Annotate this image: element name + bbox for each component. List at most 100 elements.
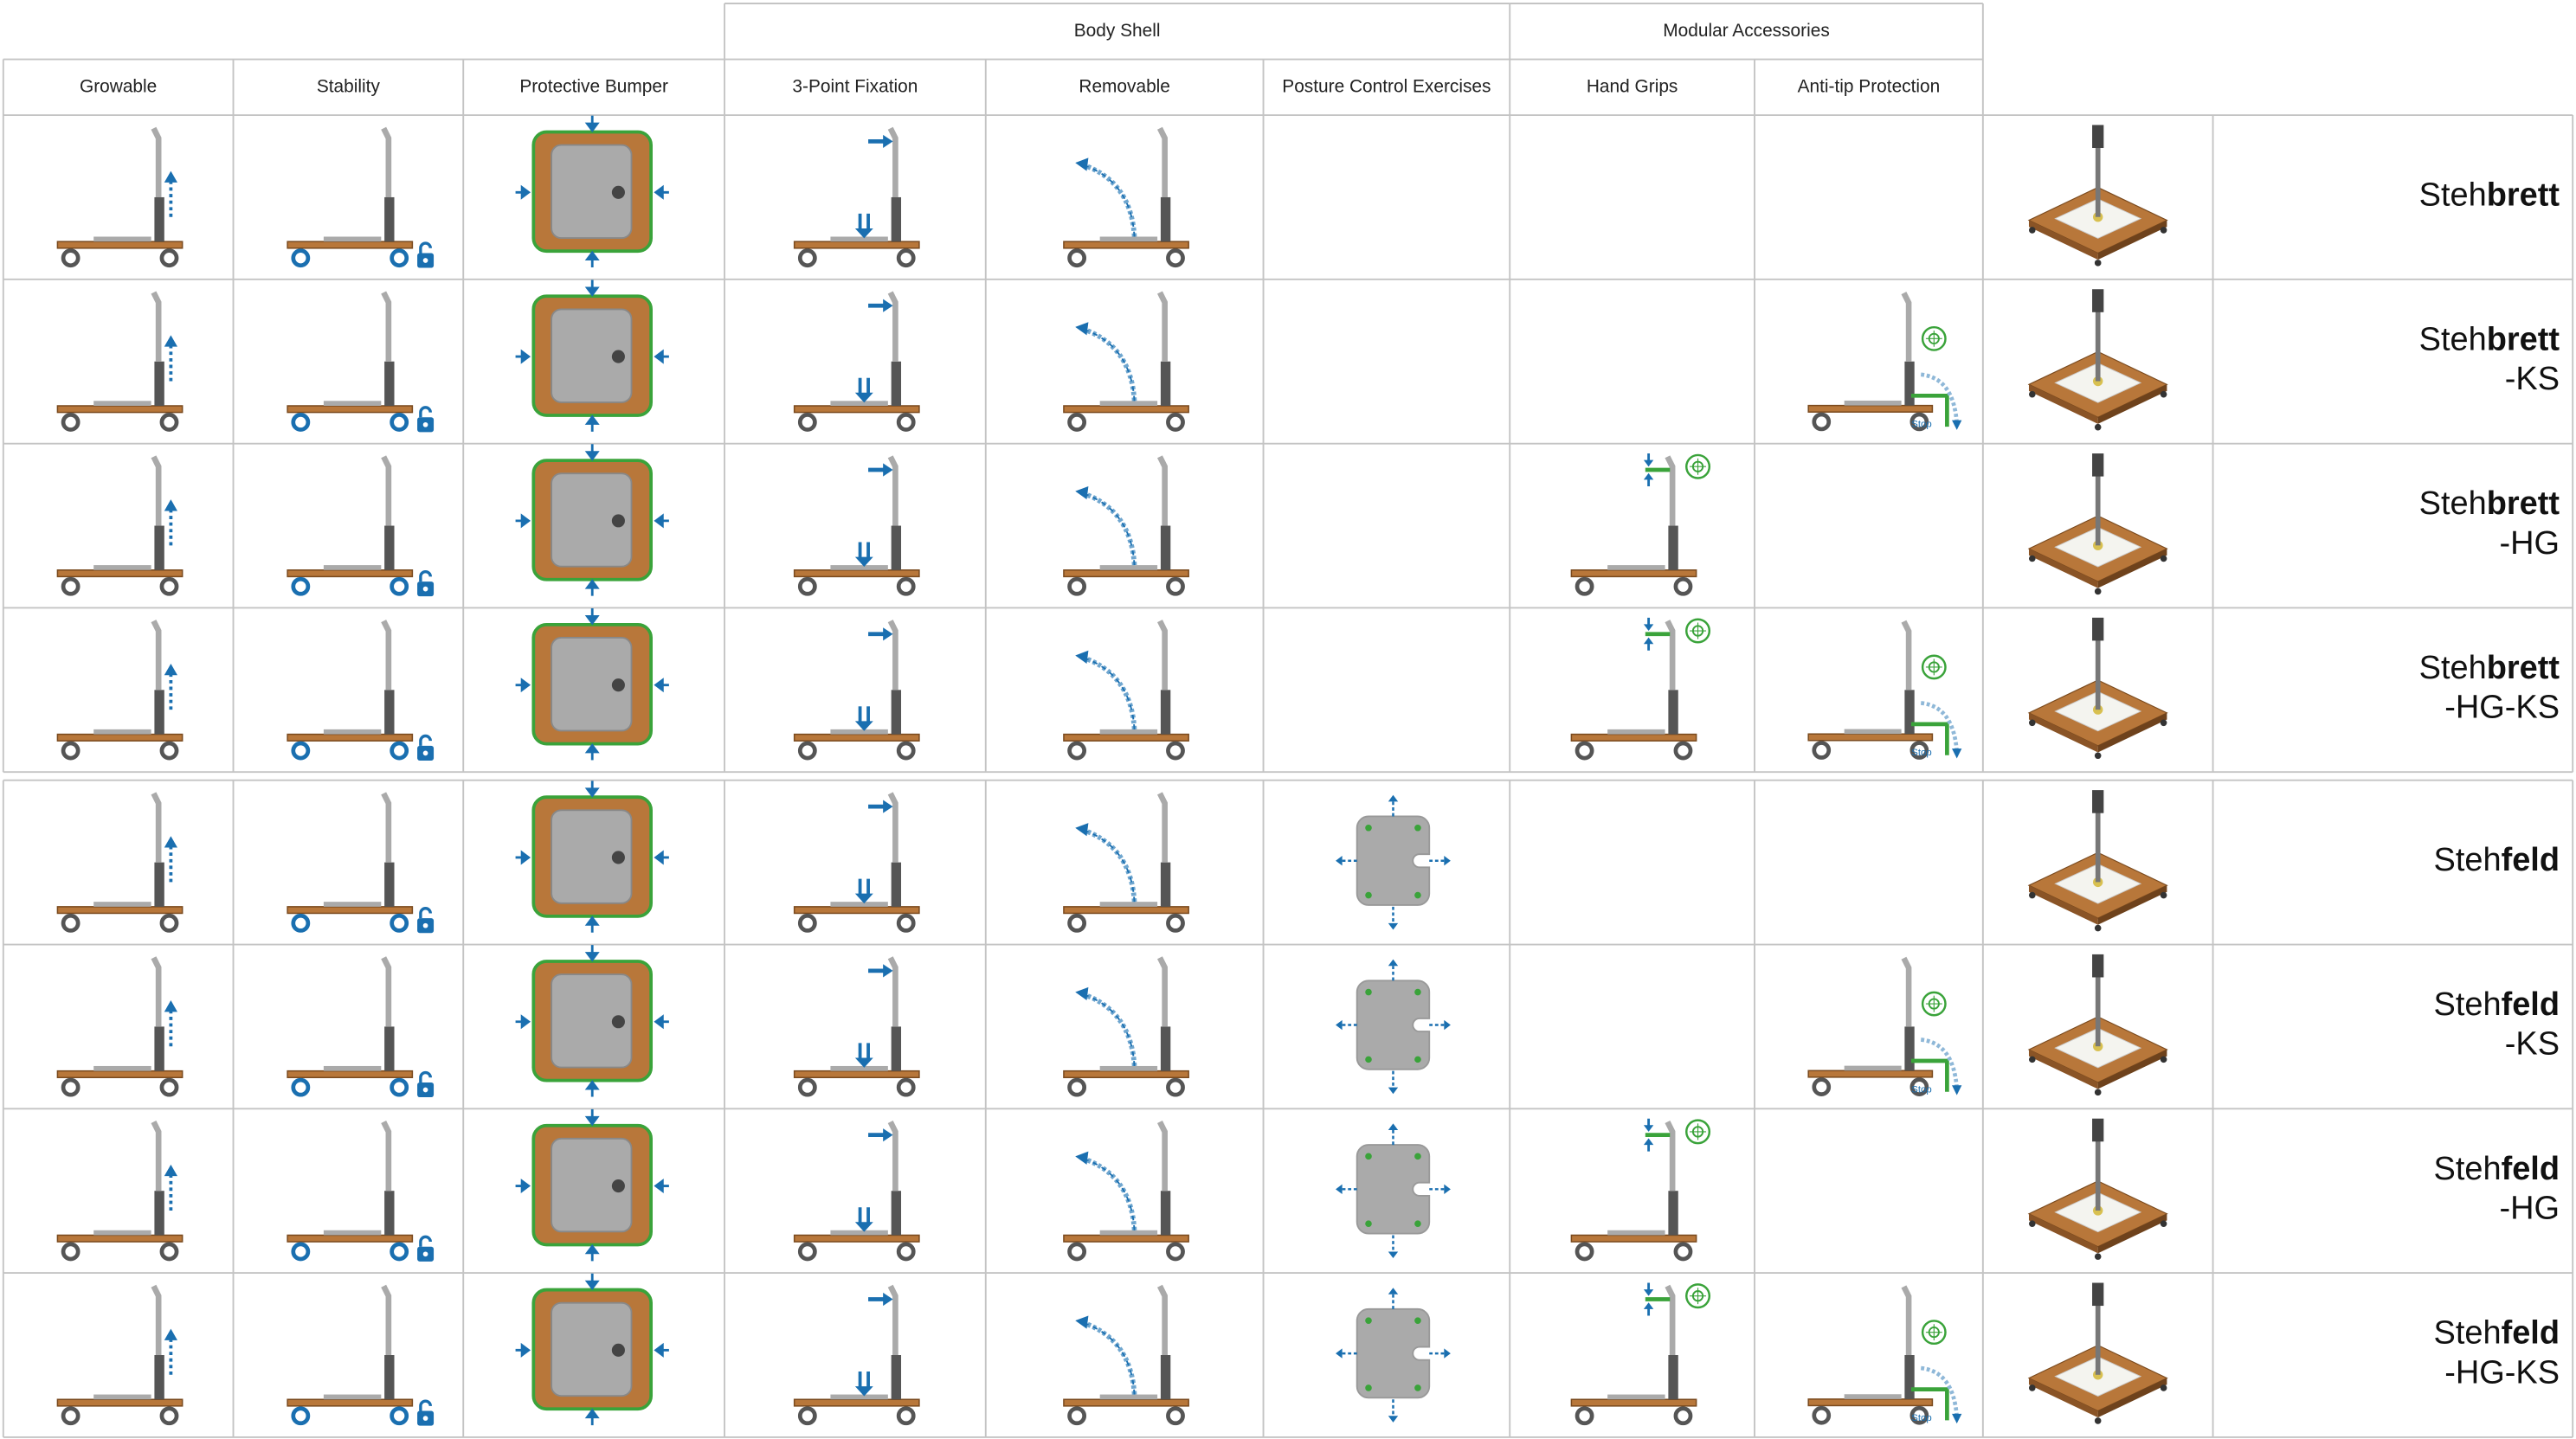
product-name: Stehbrett xyxy=(2419,177,2560,213)
removable-icon xyxy=(1064,292,1188,429)
name-prefix: Steh xyxy=(2419,177,2487,213)
antitip-icon xyxy=(1808,958,1961,1095)
stop-label: Stop xyxy=(1911,748,1931,758)
stability-icon xyxy=(287,958,434,1097)
bumper-icon xyxy=(513,443,671,598)
product-image xyxy=(2028,124,2168,267)
name-prefix: Steh xyxy=(2434,986,2502,1023)
column-header: Stability xyxy=(317,76,381,96)
name-prefix: Steh xyxy=(2419,485,2487,522)
handgrips-icon xyxy=(1571,453,1709,594)
fixation-icon xyxy=(795,1122,919,1259)
removable-icon xyxy=(1064,958,1188,1095)
table-row: Stehbrett-HG xyxy=(2,443,2574,609)
name-suffix: -HG xyxy=(2499,1190,2560,1226)
removable-icon xyxy=(1064,1286,1188,1423)
posture-icon xyxy=(1334,1286,1452,1424)
name-bold: feld xyxy=(2502,842,2560,878)
fixation-icon xyxy=(795,292,919,429)
growable-icon xyxy=(57,1286,182,1423)
product-name: Stehbrett xyxy=(2419,321,2560,357)
name-bold: brett xyxy=(2487,650,2560,686)
column-header: Hand Grips xyxy=(1587,76,1678,96)
name-bold: brett xyxy=(2487,485,2560,522)
product-name: Stehfeld xyxy=(2434,1151,2560,1187)
group-header: Body Shell xyxy=(1074,21,1161,41)
removable-icon xyxy=(1064,1122,1188,1259)
name-bold: feld xyxy=(2502,986,2560,1023)
column-header: Posture Control Exercises xyxy=(1282,76,1491,96)
product-image xyxy=(2028,616,2168,761)
removable-icon xyxy=(1064,457,1188,594)
table-row: Stehfeld-HG xyxy=(2,1108,2574,1275)
name-suffix: -KS xyxy=(2505,361,2560,397)
stop-label: Stop xyxy=(1911,1084,1931,1095)
fixation-icon xyxy=(795,793,919,930)
handgrips-icon xyxy=(1571,1283,1709,1423)
product-image xyxy=(2028,1117,2168,1261)
name-prefix: Steh xyxy=(2434,1315,2502,1352)
stability-icon xyxy=(287,621,434,761)
stability-icon xyxy=(287,793,434,933)
product-image xyxy=(2028,453,2168,596)
fixation-icon xyxy=(795,1286,919,1423)
table-row: Stehbrett xyxy=(2,115,2574,280)
handgrips-icon xyxy=(1571,1119,1709,1259)
bumper-icon xyxy=(513,1108,671,1263)
growable-icon xyxy=(57,128,182,265)
table-row: Stop Stehbrett -KS xyxy=(2,279,2574,445)
product-name: Stehfeld xyxy=(2434,842,2560,878)
growable-icon xyxy=(57,958,182,1095)
growable-icon xyxy=(57,793,182,930)
growable-icon xyxy=(57,1122,182,1259)
fixation-icon xyxy=(795,958,919,1095)
antitip-icon xyxy=(1808,1287,1961,1423)
posture-icon xyxy=(1334,793,1452,931)
removable-icon xyxy=(1064,793,1188,930)
name-prefix: Steh xyxy=(2419,650,2487,686)
product-name: Stehfeld xyxy=(2434,1315,2560,1352)
column-header: 3-Point Fixation xyxy=(792,76,918,96)
name-suffix: -HG-KS xyxy=(2444,690,2560,726)
name-suffix: -HG xyxy=(2499,525,2560,562)
table-row: Stop Stehbrett -HG-KS xyxy=(2,607,2574,774)
stability-icon xyxy=(287,292,434,432)
name-suffix: -HG-KS xyxy=(2444,1354,2560,1391)
growable-icon xyxy=(57,457,182,594)
name-bold: feld xyxy=(2502,1315,2560,1352)
name-bold: brett xyxy=(2487,321,2560,357)
name-bold: brett xyxy=(2487,177,2560,213)
handgrips-icon xyxy=(1571,618,1709,758)
antitip-icon xyxy=(1808,293,1961,430)
stability-icon xyxy=(287,128,434,267)
stability-icon xyxy=(287,1286,434,1425)
stability-icon xyxy=(287,1122,434,1262)
product-image xyxy=(2028,1282,2168,1425)
column-header: Removable xyxy=(1079,76,1170,96)
stop-label: Stop xyxy=(1911,1413,1931,1423)
removable-icon xyxy=(1064,621,1188,758)
column-header: Growable xyxy=(80,76,157,96)
fixation-icon xyxy=(795,128,919,265)
name-prefix: Steh xyxy=(2434,1151,2502,1187)
name-bold: feld xyxy=(2502,1151,2560,1187)
name-prefix: Steh xyxy=(2434,842,2502,878)
name-suffix: -KS xyxy=(2505,1026,2560,1063)
bumper-icon xyxy=(513,279,671,434)
posture-icon xyxy=(1334,958,1452,1095)
fixation-icon xyxy=(795,621,919,758)
antitip-icon xyxy=(1808,621,1961,758)
fixation-icon xyxy=(795,457,919,594)
growable-icon xyxy=(57,292,182,429)
product-image xyxy=(2028,288,2168,432)
product-image xyxy=(2028,953,2168,1097)
bumper-icon xyxy=(513,115,671,269)
group-header: Modular Accessories xyxy=(1663,21,1829,41)
name-prefix: Steh xyxy=(2419,321,2487,357)
stop-label: Stop xyxy=(1911,420,1931,430)
product-name: Stehbrett xyxy=(2419,485,2560,522)
column-header: Protective Bumper xyxy=(519,76,668,96)
removable-icon xyxy=(1064,128,1188,265)
product-name: Stehfeld xyxy=(2434,986,2560,1023)
